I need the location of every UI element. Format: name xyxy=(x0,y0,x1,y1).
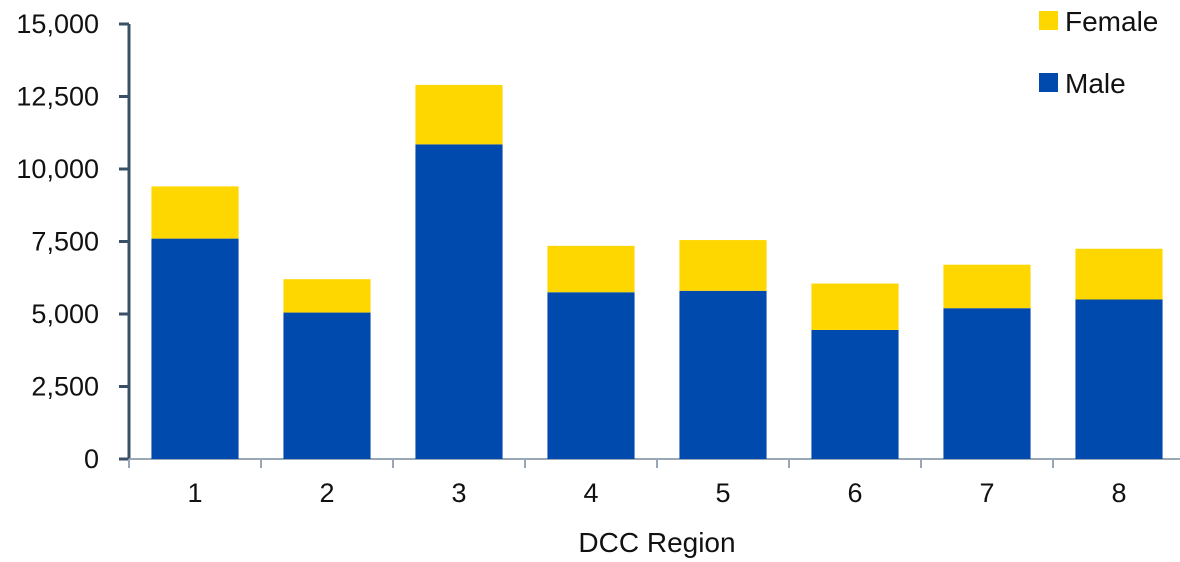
x-tick-label: 2 xyxy=(319,478,334,508)
bar-female-3 xyxy=(415,84,503,145)
bar-male-8 xyxy=(1075,299,1163,459)
y-axis: 0 2,500 5,000 7,500 10,000 12,500 15,000 xyxy=(16,9,131,474)
bar-female-2 xyxy=(283,279,371,313)
legend-label-male: Male xyxy=(1065,68,1126,99)
y-tick-label: 10,000 xyxy=(16,154,99,184)
x-tick-label: 4 xyxy=(583,478,598,508)
y-tick-label: 7,500 xyxy=(31,227,99,257)
y-tick-label: 5,000 xyxy=(31,299,99,329)
bar-male-6 xyxy=(811,329,899,459)
bar-female-4 xyxy=(547,245,635,293)
x-tick-label: 8 xyxy=(1111,478,1126,508)
legend-swatch-female xyxy=(1039,11,1058,30)
y-tick-label: 12,500 xyxy=(16,82,99,112)
x-tick-label: 6 xyxy=(847,478,862,508)
x-ticks: 1 2 3 4 5 6 7 8 xyxy=(128,459,1127,508)
bar-female-8 xyxy=(1075,248,1163,300)
bar-male-4 xyxy=(547,292,635,459)
bar-female-7 xyxy=(943,264,1031,309)
x-tick-label: 7 xyxy=(979,478,994,508)
x-axis-title: DCC Region xyxy=(578,527,735,558)
legend-swatch-male xyxy=(1039,73,1058,92)
bar-female-6 xyxy=(811,283,899,330)
bar-male-2 xyxy=(283,312,371,459)
y-tick-label: 2,500 xyxy=(31,372,99,402)
x-axis: 1 2 3 4 5 6 7 8 xyxy=(128,458,1180,508)
legend-label-female: Female xyxy=(1065,6,1158,37)
bar-female-1 xyxy=(151,186,239,239)
y-ticks: 0 2,500 5,000 7,500 10,000 12,500 15,000 xyxy=(16,9,129,474)
x-tick-label: 1 xyxy=(187,478,202,508)
x-tick-label: 5 xyxy=(715,478,730,508)
bar-female-5 xyxy=(679,240,767,291)
bar-male-3 xyxy=(415,144,503,459)
bar-male-5 xyxy=(679,290,767,459)
y-tick-label: 0 xyxy=(84,444,99,474)
bars xyxy=(151,84,1163,459)
y-tick-label: 15,000 xyxy=(16,9,99,39)
bar-male-7 xyxy=(943,308,1031,459)
legend: Female Male xyxy=(1039,6,1158,99)
x-tick-label: 3 xyxy=(451,478,466,508)
bar-male-1 xyxy=(151,238,239,459)
